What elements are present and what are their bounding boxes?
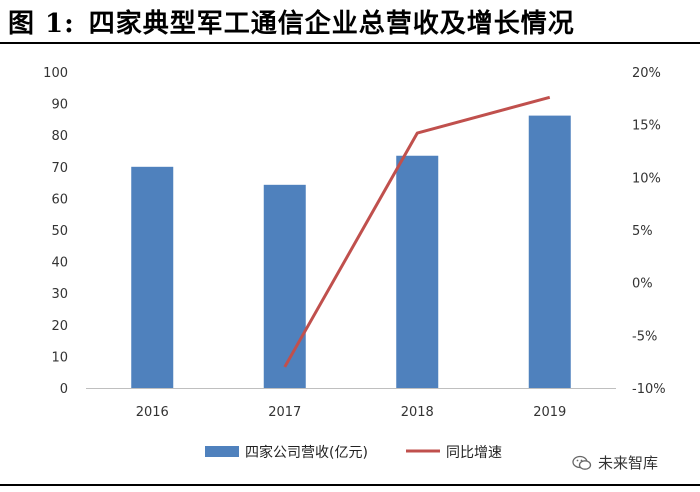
y-right-tick-label: 10% (632, 171, 661, 186)
y-left-tick-label: 10 (51, 350, 68, 365)
watermark-text: 未来智库 (598, 454, 659, 472)
wechat-icon (572, 455, 592, 470)
figure-number: 图 1: (8, 8, 75, 39)
watermark: 未来智库 (572, 452, 658, 473)
x-tick-label: 2017 (268, 405, 301, 420)
y-left-tick-label: 40 (51, 256, 68, 271)
top-rule (0, 42, 700, 44)
bar (263, 184, 306, 388)
bar (131, 166, 174, 388)
legend-bar-label: 四家公司营收(亿元) (245, 444, 368, 461)
y-right-tick-label: -10% (632, 382, 666, 397)
x-tick-label: 2019 (533, 405, 566, 420)
line-series (283, 95, 551, 368)
y-right-tick-label: 0% (632, 277, 653, 292)
y-left-tick-label: 60 (51, 192, 68, 207)
y-right-tick-label: 15% (632, 119, 661, 134)
bar (528, 115, 571, 388)
y-left-tick-label: 20 (51, 319, 68, 334)
legend-bar-swatch (205, 446, 239, 457)
y-right-tick-label: -5% (632, 329, 657, 344)
y-left-tick-label: 30 (51, 287, 68, 302)
y-left-tick-label: 50 (51, 224, 68, 239)
chart-legend: 四家公司营收(亿元) 同比增速 (205, 444, 502, 461)
y-left-tick-label: 90 (51, 98, 68, 113)
x-tick-label: 2018 (401, 405, 434, 420)
figure-title-text: 四家典型军工通信企业总营收及增长情况 (88, 8, 575, 39)
chart-axes: 0 10 20 30 40 50 60 70 80 90 100 -10% -5% 0% 5% 10% 15% 2… (43, 66, 665, 420)
legend-line-label: 同比增速 (446, 445, 502, 461)
growth-line (283, 95, 551, 368)
y-left-tick-label: 70 (51, 161, 68, 176)
y-left-tick-label: 0 (60, 382, 68, 397)
y-left-tick-label: 80 (51, 129, 68, 144)
figure-title: 图 1: 四家典型军工通信企业总营收及增长情况 (8, 4, 692, 39)
chart: 0 10 20 30 40 50 60 70 80 90 100 -10% -5% 0% 5% 10% 15% 2… (43, 66, 665, 461)
bar (396, 155, 439, 388)
y-right-tick-label: 20% (632, 66, 661, 81)
y-right-tick-label: 5% (632, 224, 653, 239)
bottom-rule (0, 484, 700, 486)
x-tick-label: 2016 (136, 405, 169, 420)
y-left-tick-label: 100 (43, 66, 68, 81)
bar-series (131, 115, 571, 388)
